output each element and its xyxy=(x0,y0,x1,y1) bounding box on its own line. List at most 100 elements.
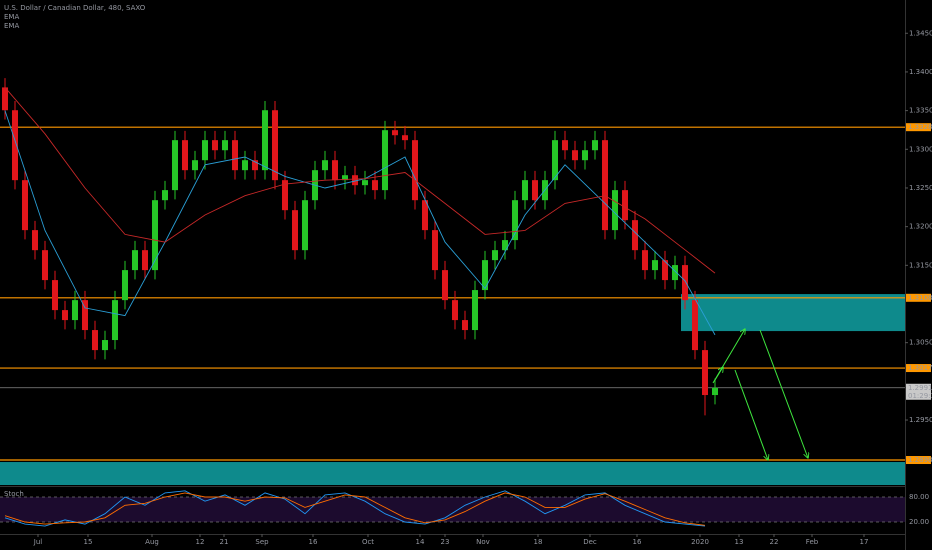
chart-title: U.S. Dollar / Canadian Dollar, 480, SAXO xyxy=(4,4,146,12)
x-tick-label: Oct xyxy=(362,538,374,546)
ema-line xyxy=(4,110,716,336)
y-tick-label: 1.34000 xyxy=(909,68,932,76)
level-label-bg xyxy=(906,364,931,373)
candle-body xyxy=(482,260,488,291)
arrow xyxy=(734,369,768,460)
price-pane xyxy=(0,78,905,485)
candle-body xyxy=(52,280,58,311)
level-label-bg xyxy=(906,456,931,465)
candle-body xyxy=(292,210,298,251)
candle-body xyxy=(432,230,438,271)
candle-body xyxy=(692,300,698,351)
candle-body xyxy=(132,250,138,271)
candle-body xyxy=(232,140,238,171)
level-label: 1.30172 xyxy=(908,364,932,372)
y-tick-label: 1.31500 xyxy=(909,261,932,269)
candle-body xyxy=(382,130,388,191)
candle-body xyxy=(12,110,18,181)
x-tick-label: 16 xyxy=(633,538,642,546)
arrow xyxy=(714,367,723,381)
candle-body xyxy=(262,110,268,171)
candle-body xyxy=(152,200,158,271)
candle-body xyxy=(672,265,678,281)
candle-body xyxy=(22,180,28,231)
candle-body xyxy=(592,140,598,151)
level-label-bg xyxy=(906,293,931,302)
candle-body xyxy=(702,350,708,396)
level-label: 1.33286 xyxy=(908,123,932,131)
stoch-tick-label: 80.00 xyxy=(909,493,929,501)
x-tick-label: Sep xyxy=(255,538,269,546)
candle-body xyxy=(302,200,308,251)
level-label: 1.31080 xyxy=(908,294,932,302)
x-tick-label: 14 xyxy=(416,538,425,546)
level-label: 1.28983 xyxy=(908,456,932,464)
y-tick-label: 1.33000 xyxy=(909,145,932,153)
y-tick-label: 1.29500 xyxy=(909,416,932,424)
candle-body xyxy=(72,300,78,321)
y-tick-label: 1.32000 xyxy=(909,223,932,231)
candle-body xyxy=(622,190,628,221)
candle-body xyxy=(2,87,8,111)
x-tick-label: 21 xyxy=(220,538,229,546)
candle-body xyxy=(612,190,618,231)
ema-line xyxy=(4,87,716,274)
candle-body xyxy=(92,330,98,351)
candle-body xyxy=(492,250,498,261)
candle-body xyxy=(422,200,428,231)
candle-body xyxy=(442,270,448,301)
candle-body xyxy=(172,140,178,191)
candle-body xyxy=(182,140,188,171)
candle-body xyxy=(62,310,68,321)
candle-body xyxy=(32,230,38,251)
x-tick-label: Jul xyxy=(33,538,43,546)
candle-body xyxy=(652,260,658,271)
x-tick-label: Aug xyxy=(145,538,159,546)
x-tick-label: 17 xyxy=(860,538,869,546)
candle-body xyxy=(662,260,668,281)
candle-body xyxy=(122,270,128,301)
candle-body xyxy=(452,300,458,321)
candle-body xyxy=(212,140,218,151)
candle-body xyxy=(562,140,568,151)
x-tick-label: 22 xyxy=(770,538,779,546)
candle-body xyxy=(462,320,468,331)
x-tick-label: 23 xyxy=(441,538,450,546)
zone xyxy=(681,294,905,332)
candle-body xyxy=(632,220,638,251)
candle-body xyxy=(342,175,348,181)
candle-body xyxy=(552,140,558,181)
candle-body xyxy=(332,160,338,181)
candle-body xyxy=(512,200,518,241)
last-price-bg xyxy=(906,383,931,400)
x-tick-label: 15 xyxy=(84,538,93,546)
candle-body xyxy=(242,160,248,171)
candle-body xyxy=(572,150,578,161)
stoch-band xyxy=(0,497,905,522)
candle-body xyxy=(372,180,378,191)
y-tick-label: 1.33500 xyxy=(909,107,932,115)
y-tick-label: 1.34500 xyxy=(909,29,932,37)
y-tick-label: 1.30500 xyxy=(909,339,932,347)
last-price-label: 1.29917 xyxy=(908,384,932,392)
x-tick-label: Dec xyxy=(583,538,597,546)
x-tick-label: 16 xyxy=(309,538,318,546)
candle-body xyxy=(582,150,588,161)
candle-body xyxy=(602,140,608,231)
candle-body xyxy=(392,130,398,136)
candle-body xyxy=(162,190,168,201)
candle-body xyxy=(82,300,88,331)
candle-body xyxy=(322,160,328,171)
candle-body xyxy=(272,110,278,181)
candle-body xyxy=(112,300,118,341)
x-tick-label: 13 xyxy=(735,538,744,546)
legend-entry: EMA xyxy=(4,13,19,21)
y-tick-label: 1.32500 xyxy=(909,184,932,192)
stoch-line xyxy=(4,492,706,526)
zone xyxy=(0,462,905,485)
candle-body xyxy=(402,135,408,141)
arrow xyxy=(759,329,808,458)
projection-arrows xyxy=(712,329,808,460)
candle-body xyxy=(42,250,48,281)
